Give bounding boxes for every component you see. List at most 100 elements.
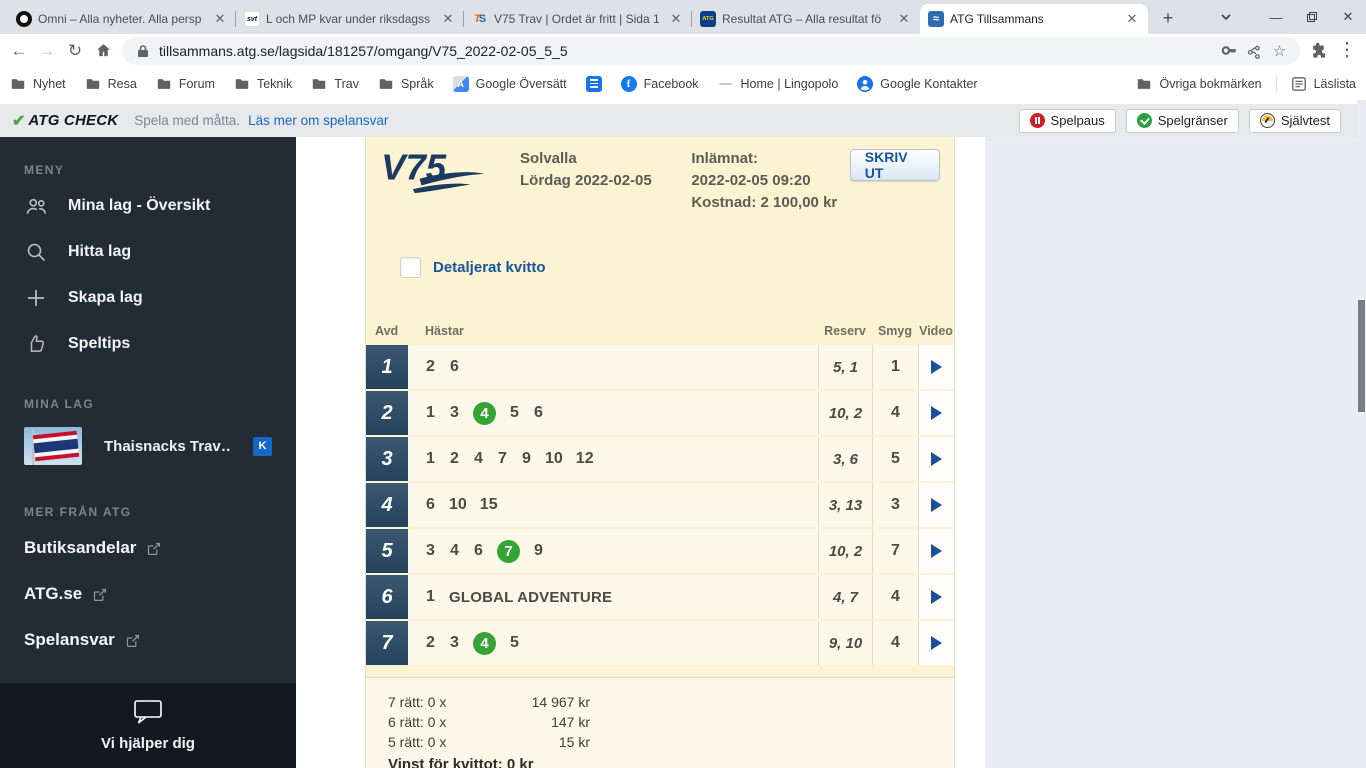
detailed-receipt-label[interactable]: Detaljerat kvitto [433,259,546,276]
play-icon[interactable] [931,544,942,558]
page-scrollbar[interactable] [1357,100,1366,768]
bookmarks-left: Nyhet Resa Forum Teknik Trav Språk A Google Öve… [10,75,978,92]
scrollbar-thumb[interactable] [1358,300,1365,412]
tab-5[interactable]: ≈ ATG Tillsammans ✕ [920,4,1148,34]
win-total: Vinst för kvittot: 0 kr [388,756,534,768]
bookmark-google-kontakter[interactable]: Google Kontakter [857,75,978,92]
video-cell[interactable] [918,391,954,435]
facebook-icon: f [620,75,637,92]
password-key-icon[interactable] [1221,42,1238,59]
bookmark-trav[interactable]: Trav [311,76,359,92]
reload-button[interactable]: ↻ [67,40,83,60]
sidebar-link-butiksandelar[interactable]: Butiksandelar [0,525,296,571]
video-cell[interactable] [918,621,954,665]
tab-title: Omni – Alla nyheter. Alla persp [38,12,202,26]
chat-bubble-icon [134,700,162,724]
total-amount: 14 967 kr [531,694,590,710]
bookmark-facebook[interactable]: f Facebook [620,75,699,92]
sidebar-item-speltips[interactable]: Speltips [0,321,296,367]
home-button[interactable] [90,38,116,64]
horse-number: 9 [522,450,531,467]
bookmark--vriga-bokm-rken[interactable]: Övriga bokmärken [1136,76,1262,92]
tab-close-icon[interactable]: ✕ [442,11,454,26]
new-tab-button[interactable]: + [1162,7,1174,28]
tab-1[interactable]: Omni – Alla nyheter. Alla persp ✕ [8,4,236,34]
bookmark-google-vers-tt[interactable]: A Google Översätt [452,75,567,92]
play-icon[interactable] [931,406,942,420]
video-cell[interactable] [918,483,954,527]
sidebar-item-skapa-lag[interactable]: Skapa lag [0,275,296,321]
play-icon[interactable] [931,452,942,466]
bookmark-resa[interactable]: Resa [85,76,137,92]
video-cell[interactable] [918,529,954,573]
blue-doc-icon [585,75,602,92]
restore-button[interactable] [1294,0,1330,34]
horse-number: 6 [426,496,435,513]
sidebar-section-mina-lag: MINA LAG [24,397,95,411]
play-icon[interactable] [931,590,942,604]
tab-2[interactable]: svt L och MP kvar under riksdagss ✕ [236,4,464,34]
total-amount: 147 kr [551,714,590,730]
bookmark-doc[interactable] [585,75,602,92]
tab-close-icon[interactable]: ✕ [670,11,682,26]
minimize-button[interactable]: — [1269,9,1283,25]
sidebar-item-team[interactable]: Thaisnacks Trav… K [0,417,296,475]
bookmark-forum[interactable]: Forum [156,76,215,92]
atg-check-logo: ✔ ATG CHECK [12,111,118,131]
tab-close-icon[interactable]: ✕ [898,11,910,26]
detailed-receipt-row: Detaljerat kvitto [400,257,546,278]
play-icon[interactable] [931,360,942,374]
sjalvtest-button[interactable]: Självtest [1248,108,1341,133]
responsible-gaming-link[interactable]: Läs mer om spelansvar [248,113,389,128]
extensions-puzzle-icon[interactable] [1306,38,1332,64]
bookmarks-separator [1275,74,1277,93]
contacts-icon [857,75,874,92]
forward-button[interactable]: → [38,40,56,60]
video-cell[interactable] [918,437,954,481]
v75-receipt-card: V75 Solvalla Lördag 2022-02-05 Inlämnat:… [365,137,955,768]
sidebar-item-mina-lag-versikt[interactable]: Mina lag - Översikt [0,183,296,229]
tab-strip: Omni – Alla nyheter. Alla persp ✕ svt L och… [0,0,1366,34]
help-label: Vi hjälper dig [101,735,195,752]
bookmark-spr-k[interactable]: Språk [378,76,434,92]
detailed-receipt-checkbox[interactable] [400,257,421,278]
browser-menu-icon[interactable]: ⋮ [1337,40,1357,61]
print-button[interactable]: SKRIV UT [849,149,940,181]
sidebar-link-atg-se[interactable]: ATG.se [0,571,296,617]
spelgranser-button[interactable]: Spelgränser [1125,108,1239,133]
sidebar-help-footer[interactable]: Vi hjälper dig [0,683,296,768]
play-icon[interactable] [931,636,942,650]
window-controls: — ✕ [1208,0,1366,34]
reserve-cell: 3, 6 [818,437,872,481]
track-name: Solvalla [520,150,577,167]
bookmark-teknik[interactable]: Teknik [234,76,292,92]
tab-3[interactable]: T S V75 Trav | Ordet är fritt | Sida 1 ✕ [464,4,692,34]
bookmark-star-icon[interactable]: ☆ [1272,42,1287,60]
bookmark-nyhet[interactable]: Nyhet [10,76,66,92]
bookmark-l-slista[interactable]: Läslista [1291,76,1356,92]
tab-4[interactable]: ATG Resultat ATG – Alla resultat fö ✕ [692,4,920,34]
video-cell[interactable] [918,345,954,389]
tab-search-chevron-icon[interactable] [1208,0,1244,34]
tab-close-icon[interactable]: ✕ [1126,11,1138,26]
back-button[interactable]: ← [10,40,28,60]
horse-number: 1 [426,588,435,605]
horses-cell: 6 10 15 [408,483,818,527]
sidebar-link-spelansvar[interactable]: Spelansvar [0,617,296,663]
close-window-button[interactable]: ✕ [1342,9,1354,24]
video-cell[interactable] [918,575,954,619]
spelpaus-button[interactable]: Spelpaus [1018,108,1116,133]
folder-icon [1138,78,1151,89]
bookmark-home-lingopolo[interactable]: ‒‒ Home | Lingopolo [719,76,839,91]
play-icon[interactable] [931,498,942,512]
header-video: Video [919,324,953,338]
share-icon[interactable] [1246,42,1263,59]
horse-number: 12 [575,450,594,467]
bookmarks-bar: Nyhet Resa Forum Teknik Trav Språk A Google Öve… [0,67,1366,100]
sidebar-item-hitta-lag[interactable]: Hitta lag [0,229,296,275]
tab-close-icon[interactable]: ✕ [214,11,226,26]
address-bar[interactable]: tillsammans.atg.se/lagsida/181257/omgang… [122,36,1300,65]
